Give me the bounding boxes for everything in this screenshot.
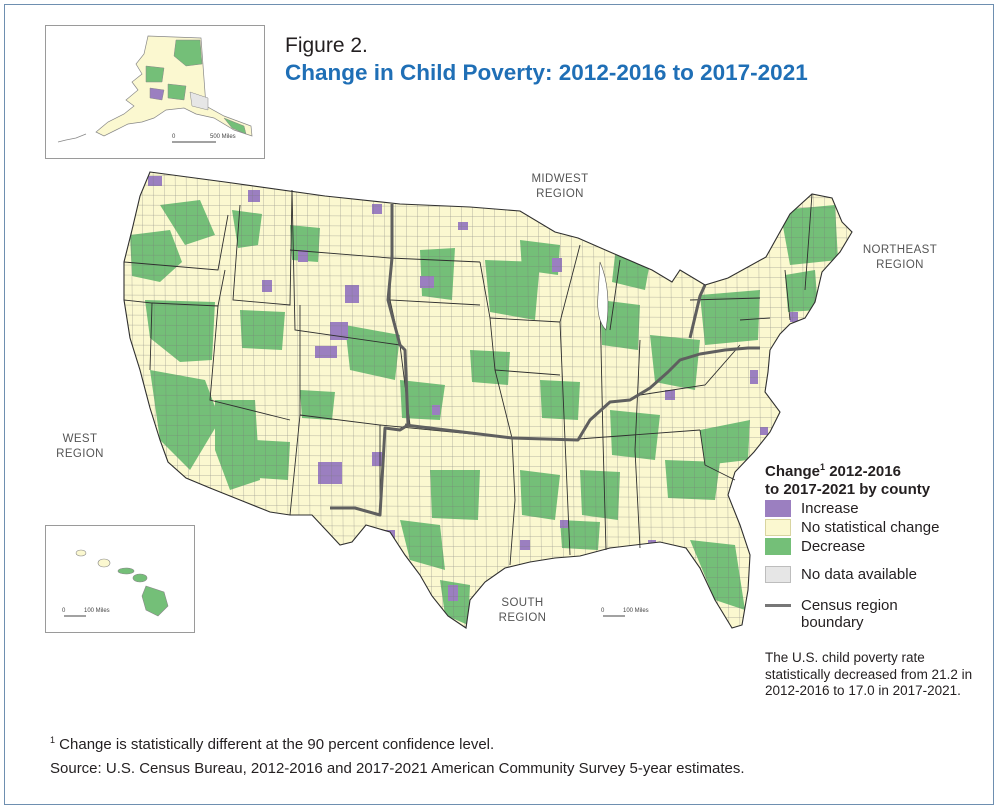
legend-swatch-no-data (765, 566, 791, 583)
alaska-map: 0 500 Miles (57, 35, 253, 143)
legend-boundary-line (765, 604, 791, 607)
census-region-boundary (330, 204, 760, 517)
lake-michigan (597, 261, 609, 331)
legend-item-increase: Increase (765, 500, 995, 518)
hawaii-scale-zero: 0 (62, 608, 66, 614)
footnote: 1 Change is statistically different at t… (50, 735, 495, 753)
alaska-scale-zero: 0 (172, 134, 176, 140)
west-region-label: WEST REGION (56, 433, 104, 460)
figure-title: Change in Child Poverty: 2012-2016 to 20… (285, 60, 808, 85)
state-borders (123, 189, 813, 566)
alaska-scale-label: 500 Miles (210, 134, 236, 140)
legend-item-no-change: No statistical change (765, 519, 995, 537)
legend-boundary-label: Census region boundary (801, 597, 898, 631)
northeast-region-label: NORTHEAST REGION (862, 244, 938, 271)
midwest-region-label: MIDWEST REGION (531, 173, 589, 200)
us-outline (123, 171, 853, 629)
legend-item-decrease: Decrease (765, 538, 995, 556)
mainland-scale-zero: 0 (601, 608, 605, 614)
source-note: Source: U.S. Census Bureau, 2012-2016 an… (50, 760, 745, 777)
figure-frame (4, 4, 994, 805)
hawaii-map: 0 100 Miles (62, 549, 169, 617)
legend-swatch-decrease (765, 538, 791, 555)
mainland-scale-label: 100 Miles (623, 608, 649, 614)
poverty-rate-note: The U.S. child poverty rate statisticall… (765, 650, 973, 698)
legend-title: Change1 2012-2016 to 2017-2021 by county (765, 462, 931, 498)
legend-item-boundary: Census region boundary (765, 597, 995, 633)
alaska-inset: 0 500 Miles (45, 25, 265, 159)
decrease-counties (130, 200, 838, 625)
legend-item-no-data: No data available (765, 566, 995, 584)
legend-swatch-increase (765, 500, 791, 517)
south-region-label: SOUTH REGION (498, 597, 547, 624)
figure-label: Figure 2. (285, 34, 368, 57)
hawaii-scale-label: 100 Miles (84, 608, 110, 614)
legend-swatch-no-change (765, 519, 791, 536)
hawaii-inset: 0 100 Miles (45, 525, 195, 633)
